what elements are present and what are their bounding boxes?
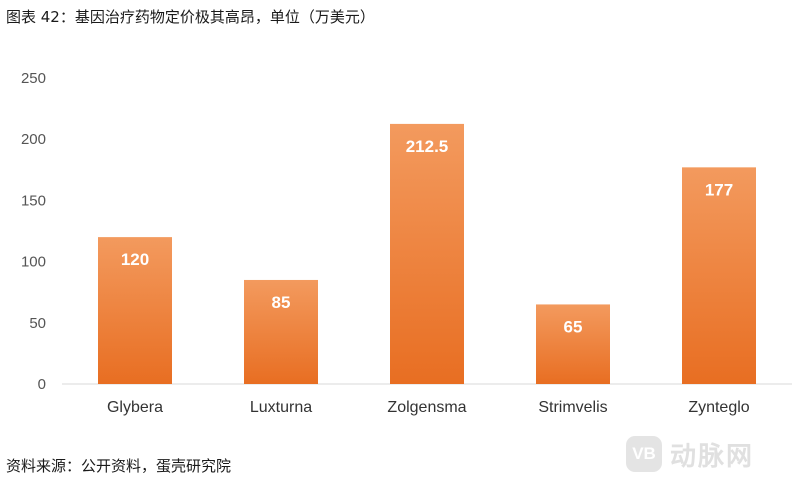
bar-value-label: 65 [564, 317, 583, 336]
chart-title: 图表 42：基因治疗药物定价极其高昂，单位（万美元） [6, 8, 375, 26]
y-tick-label: 250 [21, 70, 46, 87]
source-note: 资料来源：公开资料，蛋壳研究院 [6, 457, 232, 475]
x-category-label: Zynteglo [688, 399, 749, 416]
y-axis-ticks: 0 50 100 150 200 250 [21, 70, 46, 393]
x-category-label: Glybera [107, 399, 163, 416]
bar-value-label: 212.5 [406, 137, 449, 156]
bar-value-label: 177 [705, 180, 733, 199]
watermark-logo-icon: VB [626, 436, 662, 472]
x-category-label: Zolgensma [387, 399, 466, 416]
x-category-label: Strimvelis [538, 399, 607, 416]
y-tick-label: 50 [29, 315, 46, 332]
bar [536, 304, 610, 384]
bar [98, 237, 172, 384]
watermark-text: 动脉网 [670, 441, 755, 472]
x-category-label: Luxturna [250, 399, 312, 416]
x-axis-categories: Glybera Luxturna Zolgensma Strimvelis Zynteg… [107, 399, 750, 416]
bar [244, 279, 318, 384]
y-tick-label: 150 [21, 192, 46, 209]
watermark: VB 动脉网 [626, 432, 796, 476]
bar-value-label: 85 [272, 293, 291, 312]
y-tick-label: 0 [38, 376, 46, 393]
y-tick-label: 100 [21, 254, 46, 271]
bar [682, 167, 756, 384]
y-tick-label: 200 [21, 131, 46, 148]
bar-value-label: 120 [121, 250, 149, 269]
bar [390, 123, 464, 385]
bars: 120 85 212.5 65 177 [98, 123, 756, 385]
